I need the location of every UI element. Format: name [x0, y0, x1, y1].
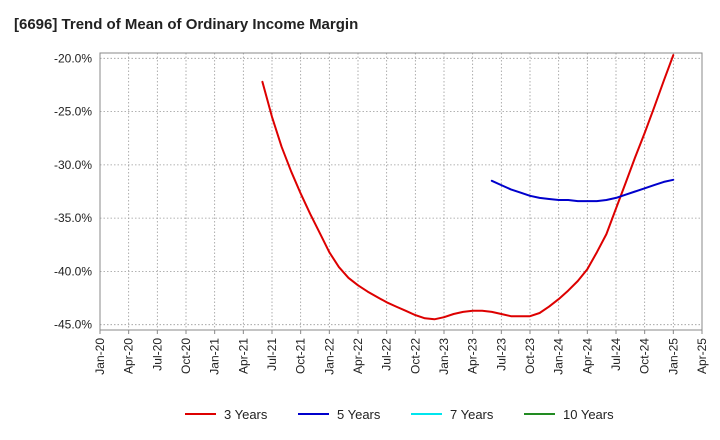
y-tick-label: -40.0%: [54, 264, 92, 278]
x-tick-label: Apr-24: [580, 338, 594, 374]
x-tick-label: Apr-22: [351, 338, 365, 374]
x-tick-label: Jul-21: [265, 338, 279, 371]
x-tick-label: Jul-22: [380, 338, 394, 371]
x-tick-label: Oct-20: [179, 338, 193, 374]
x-tick-label: Oct-22: [408, 338, 422, 374]
x-tick-label: Apr-25: [695, 338, 709, 374]
legend-label: 7 Years: [450, 407, 494, 422]
grid: [99, 53, 703, 330]
y-tick-label: -20.0%: [54, 51, 92, 65]
x-tick-label: Jan-25: [666, 338, 680, 375]
x-tick-label: Jul-20: [150, 338, 164, 371]
x-tick-label: Jan-21: [208, 338, 222, 375]
series-line-5-years: [490, 178, 675, 203]
x-tick-label: Jul-24: [609, 338, 623, 371]
legend-label: 5 Years: [337, 407, 381, 422]
x-tick-label: Jan-24: [552, 338, 566, 375]
x-tick-label: Apr-23: [466, 338, 480, 374]
x-tick-label: Jul-23: [494, 338, 508, 371]
x-tick-label: Oct-21: [294, 338, 308, 374]
x-axis: Jan-20 Apr-20 Jul-20 Oct-20 Jan-21 Apr-21 Jul-…: [93, 330, 709, 375]
x-tick-label: Oct-23: [523, 338, 537, 374]
y-tick-label: -35.0%: [54, 211, 92, 225]
y-tick-label: -30.0%: [54, 158, 92, 172]
y-axis: -20.0% -25.0% -30.0% -35.0% -40.0% -45.0%: [54, 51, 92, 331]
legend-label: 3 Years: [224, 407, 268, 422]
plot-frame: [99, 52, 703, 331]
chart-title: [6696] Trend of Mean of Ordinary Income …: [14, 16, 359, 33]
x-tick-label: Apr-20: [122, 338, 136, 374]
x-tick-label: Jan-23: [437, 338, 451, 375]
legend: 3 Years 5 Years 7 Years 10 Years: [185, 407, 614, 422]
y-tick-label: -45.0%: [54, 318, 92, 332]
series-line-3-years: [261, 54, 675, 321]
legend-label: 10 Years: [563, 407, 614, 422]
x-tick-label: Jan-20: [93, 338, 107, 375]
y-tick-label: -25.0%: [54, 105, 92, 119]
x-tick-label: Oct-24: [638, 338, 652, 374]
x-tick-label: Apr-21: [236, 338, 250, 374]
series-lines: [261, 54, 675, 321]
x-tick-label: Jan-22: [322, 338, 336, 375]
